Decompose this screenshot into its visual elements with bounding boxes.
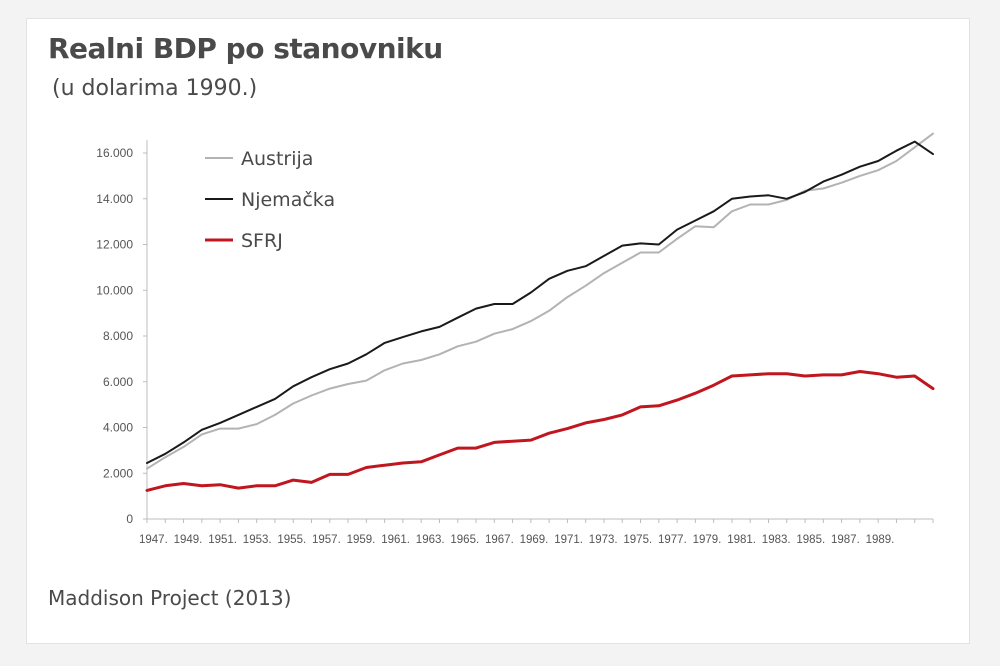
x-tick-label: 1971. xyxy=(554,534,583,546)
x-tick-label: 1967. xyxy=(485,534,514,546)
x-tick-label: 1965. xyxy=(450,534,479,546)
y-tick-label: 16.000 xyxy=(96,146,133,160)
x-tick-label: 1979. xyxy=(693,534,722,546)
x-tick-label: 1951. xyxy=(208,534,237,546)
x-tick-label: 1975. xyxy=(623,534,652,546)
x-tick-label: 1963. xyxy=(416,534,445,546)
series-line-sfrj xyxy=(145,370,935,492)
x-tick-label: 1953. xyxy=(243,534,272,546)
chart-title: Realni BDP po stanovniku xyxy=(48,32,443,65)
x-tick-label: 1949. xyxy=(174,534,203,546)
x-tick-label: 1957. xyxy=(312,534,341,546)
x-tick-label: 1977. xyxy=(658,534,687,546)
y-tick-label: 12.000 xyxy=(96,238,133,252)
chart-card xyxy=(26,18,970,644)
x-tick-label: 1981. xyxy=(727,534,756,546)
y-tick-label: 14.000 xyxy=(96,192,133,206)
x-tick-label: 1947. xyxy=(139,534,168,546)
y-tick-label: 10.000 xyxy=(96,283,133,297)
x-tick-label: 1969. xyxy=(520,534,549,546)
x-tick-label: 1961. xyxy=(381,534,410,546)
y-tick-label: 0 xyxy=(126,512,133,526)
chart-subtitle: (u dolarima 1990.) xyxy=(52,76,258,101)
series-line-austrija xyxy=(146,132,934,470)
y-axis-ticks: 0 2.000 4.000 6.000 8.000 10.000 12.000 14.000 1… xyxy=(96,146,147,526)
legend-label-njemačka: Njemačka xyxy=(241,189,335,211)
legend: Austrija Njemačka SFRJ xyxy=(205,148,335,252)
x-tick-label: 1985. xyxy=(796,534,825,546)
y-tick-label: 8.000 xyxy=(103,329,133,343)
series-line-njemačka xyxy=(146,140,934,464)
x-tick-label: 1983. xyxy=(762,534,791,546)
x-tick-label: 1973. xyxy=(589,534,618,546)
legend-label-sfrj: SFRJ xyxy=(241,230,283,252)
x-tick-label: 1955. xyxy=(277,534,306,546)
x-tick-label: 1959. xyxy=(347,534,376,546)
legend-label-austrija: Austrija xyxy=(241,148,313,170)
y-tick-label: 6.000 xyxy=(103,375,133,389)
x-tick-label: 1989. xyxy=(866,534,895,546)
y-tick-label: 4.000 xyxy=(103,421,133,435)
series-lines xyxy=(145,132,935,492)
source-note: Maddison Project (2013) xyxy=(48,586,292,610)
x-axis-ticks: 1947. 1949. 1951. 1953. 1955. 1957. 1959. 1961.… xyxy=(139,519,934,546)
chart-axes xyxy=(146,140,933,520)
y-tick-label: 2.000 xyxy=(103,466,133,480)
x-tick-label: 1987. xyxy=(831,534,860,546)
